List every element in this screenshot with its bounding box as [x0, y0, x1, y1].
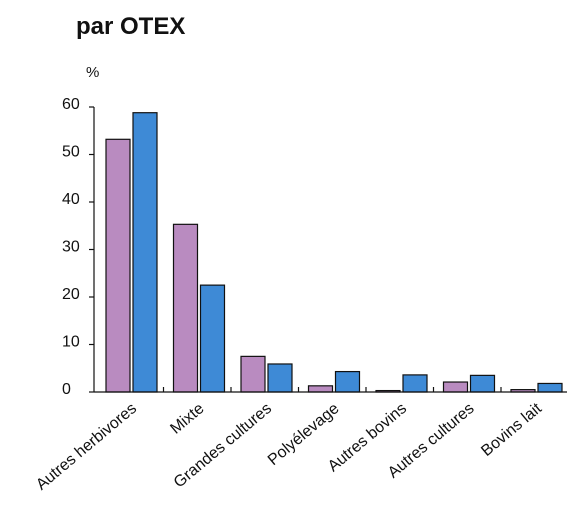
x-category-label: Autres herbivores [33, 400, 140, 494]
y-tick-label: 20 [62, 286, 80, 303]
y-tick-label: 50 [62, 144, 80, 161]
bar [307, 385, 334, 393]
y-tick-label: 0 [62, 381, 71, 398]
chart-title: par OTEX [76, 13, 185, 40]
bar [334, 370, 361, 393]
bar [240, 355, 266, 393]
bar [199, 284, 226, 393]
bar [267, 363, 293, 393]
bar [105, 138, 131, 393]
y-tick-label: 10 [62, 334, 80, 351]
y-tick-label: 60 [62, 96, 80, 113]
axes [93, 107, 567, 393]
y-axis-label: % [86, 64, 99, 81]
bar [172, 223, 199, 393]
bar [537, 382, 563, 393]
x-category-label: Bovins lait [478, 400, 545, 460]
bar [402, 374, 428, 393]
y-tick-label: 40 [62, 191, 80, 208]
bars [105, 112, 563, 393]
y-tick-label: 30 [62, 239, 80, 256]
x-category-label: Mixte [167, 400, 207, 438]
y-axis-ticks: 0 10 20 30 40 50 60 [62, 96, 94, 398]
bar [132, 112, 158, 393]
bar [469, 374, 496, 393]
bar [442, 381, 469, 393]
